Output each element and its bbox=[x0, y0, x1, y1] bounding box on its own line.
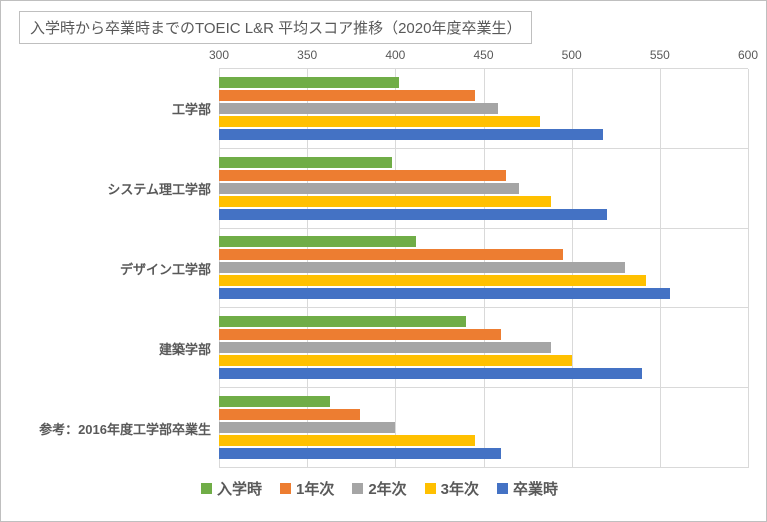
bar bbox=[219, 316, 466, 327]
legend-swatch bbox=[352, 483, 363, 494]
axis-tick: 550 bbox=[650, 48, 670, 62]
category-label: 建築学部 bbox=[19, 308, 219, 388]
bar bbox=[219, 170, 506, 181]
bar bbox=[219, 103, 498, 114]
bar bbox=[219, 288, 670, 299]
bar-group bbox=[219, 388, 748, 468]
axis-tick: 300 bbox=[209, 48, 229, 62]
chart-container: 入学時から卒業時までのTOEIC L&R 平均スコア推移（2020年度卒業生） … bbox=[0, 0, 767, 522]
axis-tick: 500 bbox=[562, 48, 582, 62]
bar bbox=[219, 157, 392, 168]
bar bbox=[219, 262, 625, 273]
legend-label: 2年次 bbox=[368, 478, 406, 499]
legend-swatch bbox=[497, 483, 508, 494]
bar-group bbox=[219, 308, 748, 388]
legend-swatch bbox=[201, 483, 212, 494]
bar bbox=[219, 355, 572, 366]
category-labels: 工学部システム理工学部デザイン工学部建築学部参考：2016年度工学部卒業生 bbox=[19, 68, 219, 468]
legend-item: 1年次 bbox=[280, 478, 334, 499]
category-label: 工学部 bbox=[19, 68, 219, 148]
legend-label: 3年次 bbox=[441, 478, 479, 499]
plot-area: 300350400450500550600 工学部システム理工学部デザイン工学部… bbox=[19, 48, 748, 468]
bar bbox=[219, 196, 551, 207]
axis-tick: 350 bbox=[297, 48, 317, 62]
bar bbox=[219, 129, 603, 140]
legend-item: 卒業時 bbox=[497, 478, 558, 499]
bar bbox=[219, 422, 395, 433]
category-label: システム理工学部 bbox=[19, 148, 219, 228]
bar bbox=[219, 329, 501, 340]
legend-label: 1年次 bbox=[296, 478, 334, 499]
bar bbox=[219, 116, 540, 127]
bar bbox=[219, 90, 475, 101]
chart-title: 入学時から卒業時までのTOEIC L&R 平均スコア推移（2020年度卒業生） bbox=[19, 11, 532, 44]
bar bbox=[219, 183, 519, 194]
legend-item: 2年次 bbox=[352, 478, 406, 499]
bar bbox=[219, 275, 646, 286]
x-axis: 300350400450500550600 bbox=[19, 48, 748, 68]
legend: 入学時 1年次 2年次 3年次 卒業時 bbox=[11, 478, 748, 499]
bar bbox=[219, 396, 330, 407]
bar-group bbox=[219, 69, 748, 149]
bar-group bbox=[219, 229, 748, 309]
category-label: デザイン工学部 bbox=[19, 228, 219, 308]
bar bbox=[219, 236, 416, 247]
category-label: 参考：2016年度工学部卒業生 bbox=[19, 388, 219, 468]
bars-area bbox=[219, 68, 748, 468]
legend-swatch bbox=[425, 483, 436, 494]
bar bbox=[219, 409, 360, 420]
legend-item: 3年次 bbox=[425, 478, 479, 499]
bar-group bbox=[219, 149, 748, 229]
legend-item: 入学時 bbox=[201, 478, 262, 499]
bar bbox=[219, 249, 563, 260]
axis-tick: 600 bbox=[738, 48, 758, 62]
bar bbox=[219, 342, 551, 353]
bar bbox=[219, 209, 607, 220]
gridline bbox=[748, 69, 749, 468]
bar bbox=[219, 435, 475, 446]
legend-swatch bbox=[280, 483, 291, 494]
legend-label: 入学時 bbox=[217, 478, 262, 499]
bar bbox=[219, 448, 501, 459]
axis-tick: 400 bbox=[385, 48, 405, 62]
legend-label: 卒業時 bbox=[513, 478, 558, 499]
axis-tick: 450 bbox=[473, 48, 493, 62]
bar bbox=[219, 368, 642, 379]
bar bbox=[219, 77, 399, 88]
